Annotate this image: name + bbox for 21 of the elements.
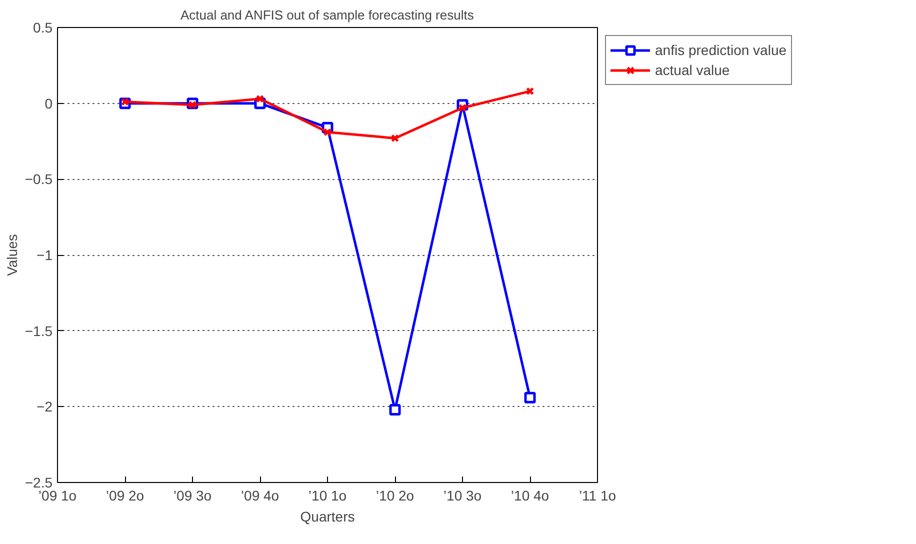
y-tick-label: −2: [36, 398, 53, 415]
x-tick-label: ’09 3o: [173, 488, 212, 504]
x-tick-label: ’09 4o: [240, 488, 280, 504]
y-tick-label: −1: [36, 247, 53, 263]
x-tick-label: ’09 1o: [38, 488, 77, 504]
x-tick-label: ’10 4o: [510, 488, 550, 504]
x-tick-label: ’10 3o: [443, 488, 482, 504]
y-tick-label: −0.5: [24, 171, 53, 188]
y-tick-label: 0: [44, 95, 53, 112]
y-tick-label: −2.5: [24, 474, 53, 490]
y-tick-label: −1.5: [24, 322, 53, 339]
x-tick-label: ’10 1o: [308, 488, 347, 504]
x-tick-label: ’10 2o: [376, 488, 414, 504]
chart-title: Actual and ANFIS out of sample forecasting results: [180, 8, 474, 22]
legend-label: actual value: [655, 62, 730, 78]
y-axis-title: Values: [4, 234, 20, 276]
legend-label: anfis prediction value: [655, 42, 787, 58]
x-tick-label: ’11 1o: [578, 488, 616, 504]
y-tick-label: 0.5: [33, 20, 53, 36]
x-tick-label: ’09 2o: [106, 488, 144, 504]
x-axis-title: Quarters: [300, 508, 355, 524]
